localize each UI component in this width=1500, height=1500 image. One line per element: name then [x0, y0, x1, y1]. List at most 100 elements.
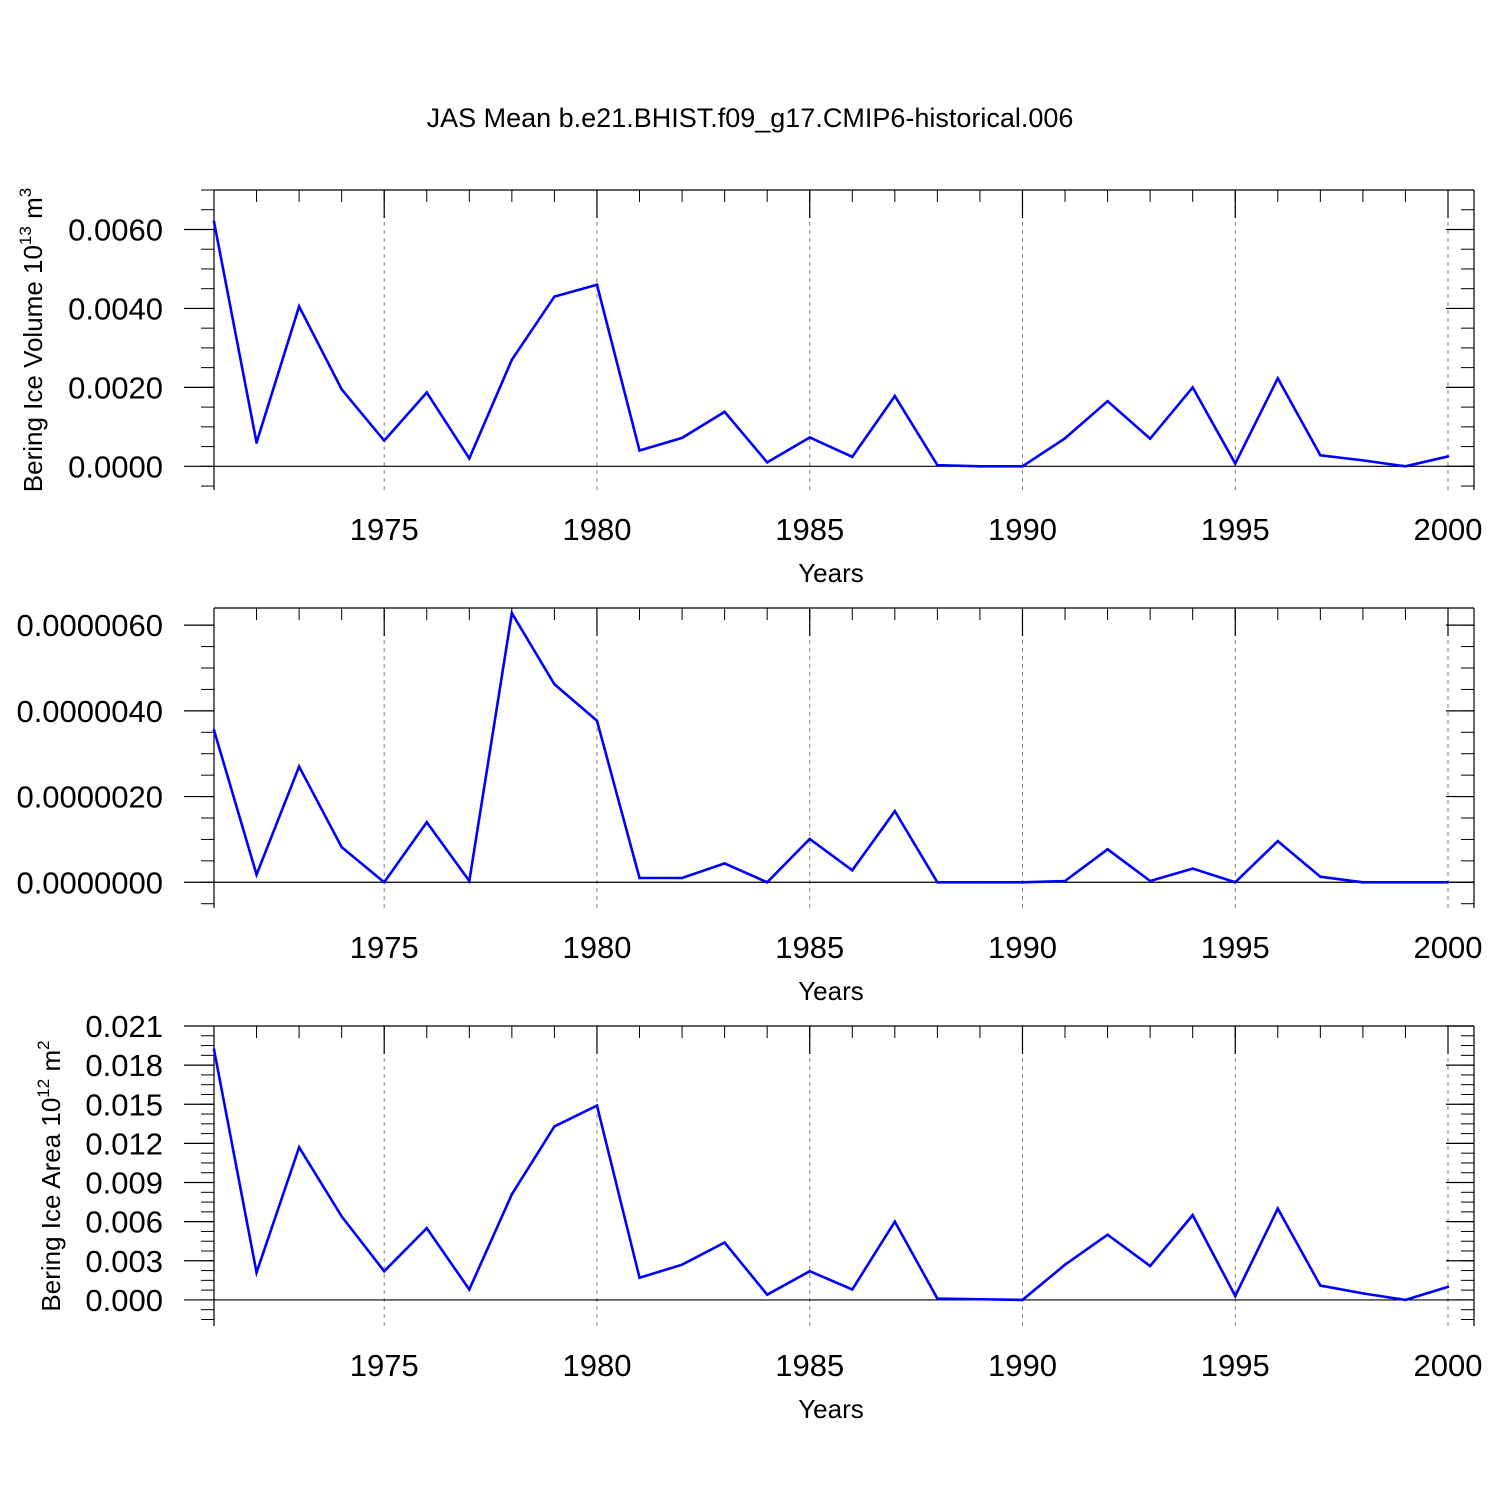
x-tick-label: 1985 [775, 1348, 844, 1383]
data-point [212, 1048, 216, 1051]
data-point [936, 1297, 939, 1300]
data-point [936, 880, 939, 884]
data-point [808, 1269, 812, 1273]
data-point [1191, 386, 1194, 389]
data-point [978, 1297, 982, 1301]
y-axis-title: Bering Ice Volume 1013 m3 [16, 188, 48, 492]
y-tick-label: 0.0000040 [16, 694, 163, 729]
y-tick-label: 0.0000000 [16, 865, 163, 900]
data-point [680, 436, 684, 440]
x-tick-label: 1995 [1201, 512, 1270, 547]
data-point [1106, 1233, 1109, 1236]
y-tick-label: 0.003 [85, 1244, 163, 1279]
data-point [1191, 867, 1194, 870]
data-point [978, 880, 982, 884]
y-tick-label: 0.0000 [68, 449, 163, 484]
data-point [340, 845, 343, 849]
x-tick-label: 1990 [988, 512, 1057, 547]
y-axis-title-unit-exponent: 2 [34, 1040, 53, 1049]
data-point [765, 1293, 769, 1296]
data-point [723, 410, 726, 414]
data-point [1404, 880, 1407, 884]
data-point [1106, 399, 1109, 403]
data-point [1361, 880, 1365, 884]
series-line [212, 221, 1449, 468]
data-point [893, 394, 897, 398]
data-point [638, 449, 641, 452]
y-tick-label: 0.0040 [68, 291, 163, 326]
data-point [1319, 453, 1322, 457]
data-point [1021, 1298, 1024, 1302]
data-point [978, 465, 982, 468]
y-tick-label: 0.0000060 [16, 608, 163, 643]
data-point [1148, 1264, 1152, 1268]
data-point [1276, 376, 1280, 380]
data-point [1319, 875, 1322, 879]
data-point [1446, 1285, 1450, 1289]
data-point [297, 305, 301, 308]
data-point [1404, 465, 1407, 468]
data-point [723, 1241, 726, 1244]
x-axis-title: Years [798, 1394, 864, 1424]
data-point [468, 457, 471, 460]
data-point [850, 1288, 854, 1291]
data-point [382, 880, 386, 884]
data-point [1361, 459, 1365, 462]
data-point [1063, 1263, 1067, 1266]
data-point [1021, 465, 1024, 468]
x-tick-label: 1990 [988, 930, 1057, 965]
x-tick-label: 2000 [1414, 1348, 1483, 1383]
x-tick-label: 1975 [350, 512, 419, 547]
data-point [808, 837, 812, 841]
data-point [425, 1226, 429, 1230]
data-point [1063, 436, 1067, 440]
data-point [595, 1104, 599, 1107]
data-point [850, 455, 854, 459]
data-point [638, 1276, 641, 1280]
data-point [765, 880, 769, 884]
y-tick-label: 0.0020 [68, 370, 163, 405]
x-tick-label: 1995 [1201, 1348, 1270, 1383]
data-point [893, 809, 897, 813]
data-point [680, 876, 684, 880]
data-point [1106, 847, 1109, 851]
data-point [255, 441, 258, 444]
data-point [510, 611, 514, 615]
data-point [212, 728, 216, 732]
chart-panel-2: 1975 1980 1985 1990 1995 2000 0.0000000 0.00000… [16, 607, 1483, 1006]
data-point [1276, 839, 1280, 843]
x-tick-label: 1995 [1201, 930, 1270, 965]
y-axis-title-unit-exponent: 3 [16, 188, 35, 197]
x-tick-label: 2000 [1414, 512, 1483, 547]
data-point [553, 1125, 556, 1128]
data-point [1276, 1207, 1280, 1210]
figure-title: JAS Mean b.e21.BHIST.f09_g17.CMIP6-histo… [427, 103, 1074, 133]
y-axis-title-exponent: 13 [16, 226, 35, 245]
data-point [808, 436, 812, 439]
data-point [1148, 879, 1152, 883]
data-point [553, 295, 556, 298]
y-axis-title-prefix: Bering Ice Volume 10 [18, 245, 48, 492]
data-point [1446, 455, 1450, 458]
y-tick-label: 0.006 [85, 1205, 163, 1240]
data-point [468, 879, 471, 883]
chart-panel-1: 1975 1980 1985 1990 1995 2000 0.0000 0.0020 0.00… [16, 188, 1482, 588]
y-axis-title-exponent: 12 [34, 1079, 53, 1098]
data-point [510, 358, 514, 362]
data-point [638, 876, 641, 880]
data-point [1233, 462, 1237, 465]
x-tick-label: 1985 [775, 512, 844, 547]
x-axis-title: Years [798, 976, 864, 1006]
data-point [212, 220, 216, 223]
x-tick-label: 1975 [350, 930, 419, 965]
data-point [340, 388, 343, 391]
data-point [595, 283, 599, 287]
x-tick-label: 2000 [1414, 930, 1483, 965]
data-point [1319, 1284, 1322, 1287]
y-tick-label: 0.0060 [68, 212, 163, 247]
data-point [1404, 1298, 1407, 1302]
y-tick-label: 0.0000020 [16, 780, 163, 815]
data-point [297, 765, 301, 768]
data-point [1191, 1213, 1194, 1217]
x-axis-title: Years [798, 558, 864, 588]
